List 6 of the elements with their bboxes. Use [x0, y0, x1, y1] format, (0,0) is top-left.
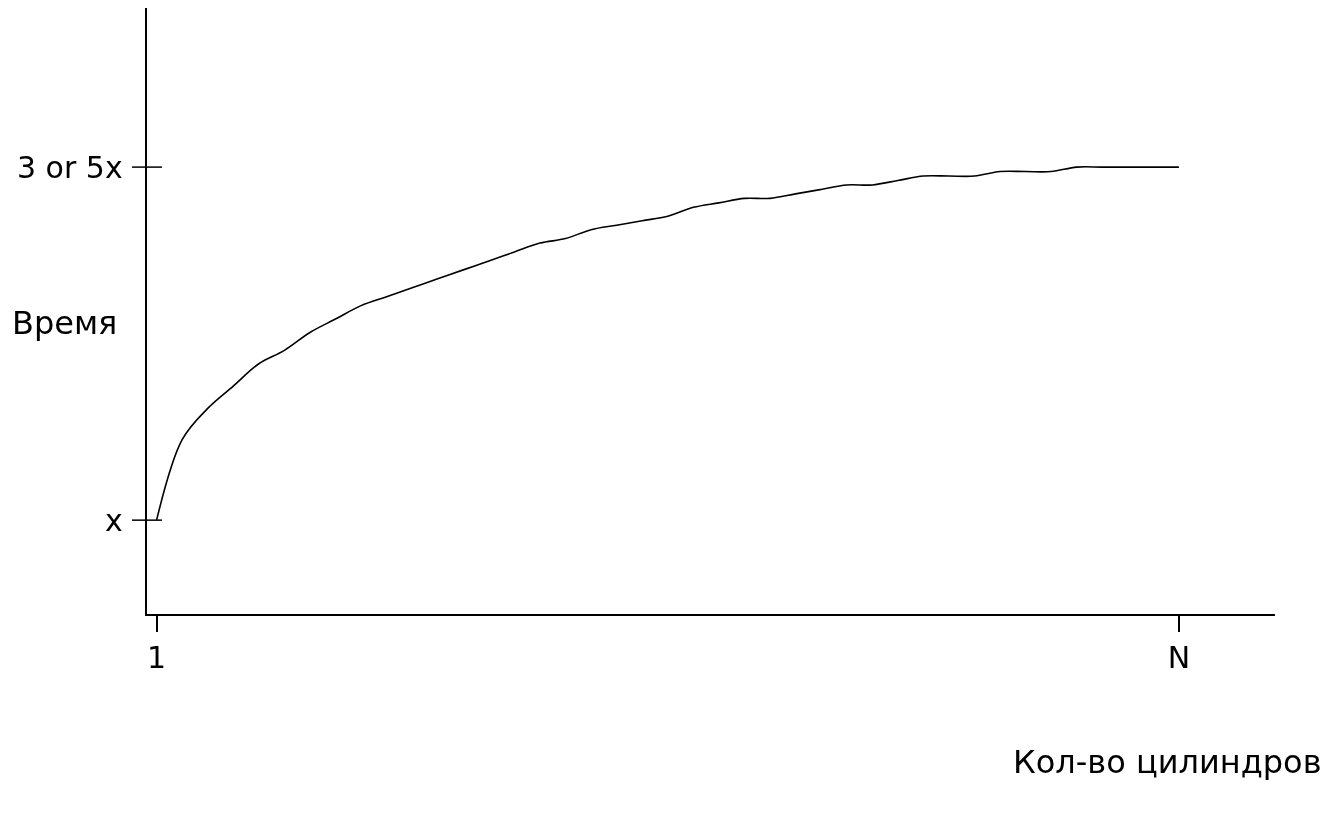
y-axis-title: Время — [12, 304, 118, 342]
x-axis-title: Кол-во цилиндров — [1013, 743, 1322, 781]
text: x — [105, 503, 123, 538]
x-tick-label: N — [1167, 639, 1191, 675]
text: 3 or 5x — [17, 150, 123, 185]
x-tick-label: 1 — [147, 639, 167, 675]
